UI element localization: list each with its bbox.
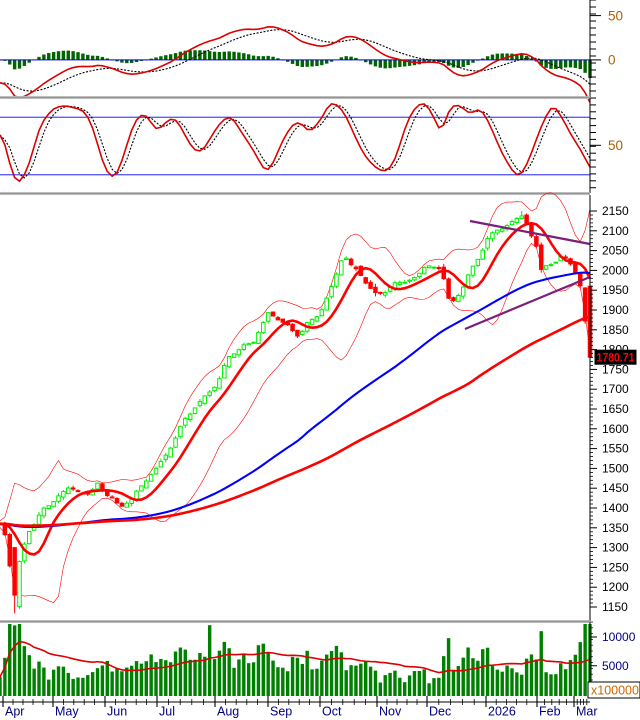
svg-text:Mar: Mar: [576, 705, 598, 719]
svg-text:Feb: Feb: [539, 705, 561, 719]
svg-text:May: May: [55, 705, 79, 719]
svg-text:Nov: Nov: [379, 705, 402, 719]
svg-text:2026: 2026: [488, 705, 516, 719]
svg-text:Oct: Oct: [322, 705, 342, 719]
svg-text:Dec: Dec: [429, 705, 451, 719]
svg-text:Aug: Aug: [217, 705, 239, 719]
svg-text:Jun: Jun: [107, 705, 127, 719]
svg-text:Jul: Jul: [159, 705, 175, 719]
svg-text:Apr: Apr: [5, 705, 24, 719]
svg-text:Sep: Sep: [270, 705, 292, 719]
